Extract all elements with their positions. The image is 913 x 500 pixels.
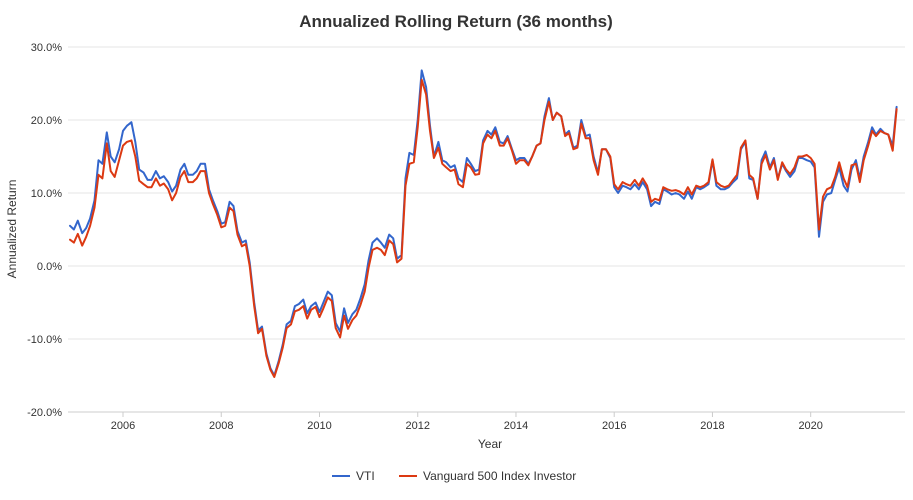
- series-line-vanguard-500: [69, 78, 898, 378]
- y-axis-title: Annualized Return: [5, 180, 19, 279]
- x-axis-ticks: 2006 2008 2010 2012 2014 2016 2018 2020: [111, 412, 823, 432]
- x-tick-label: 2008: [209, 420, 233, 432]
- legend-label: Vanguard 500 Index Investor: [423, 469, 576, 483]
- x-tick-label: 2016: [602, 420, 626, 432]
- legend: VTI Vanguard 500 Index Investor: [332, 469, 576, 483]
- legend-label: VTI: [356, 469, 375, 483]
- x-axis-title: Year: [478, 437, 502, 451]
- x-tick-label: 2018: [700, 420, 724, 432]
- x-tick-label: 2010: [307, 420, 331, 432]
- series-lines: [69, 69, 898, 378]
- y-tick-label: 0.0%: [37, 261, 62, 273]
- x-tick-label: 2020: [798, 420, 822, 432]
- x-tick-label: 2012: [405, 420, 429, 432]
- chart-title: Annualized Rolling Return (36 months): [299, 12, 613, 31]
- series-line-vti: [69, 69, 898, 377]
- y-tick-label: 30.0%: [31, 42, 62, 54]
- y-tick-label: -20.0%: [27, 407, 62, 419]
- y-tick-label: -10.0%: [27, 334, 62, 346]
- y-axis-ticks: 30.0% 20.0% 10.0% 0.0% -10.0% -20.0%: [27, 42, 62, 419]
- grid-lines: [68, 46, 905, 340]
- x-tick-label: 2006: [111, 420, 135, 432]
- x-tick-label: 2014: [504, 420, 528, 432]
- y-tick-label: 10.0%: [31, 188, 62, 200]
- y-tick-label: 20.0%: [31, 115, 62, 127]
